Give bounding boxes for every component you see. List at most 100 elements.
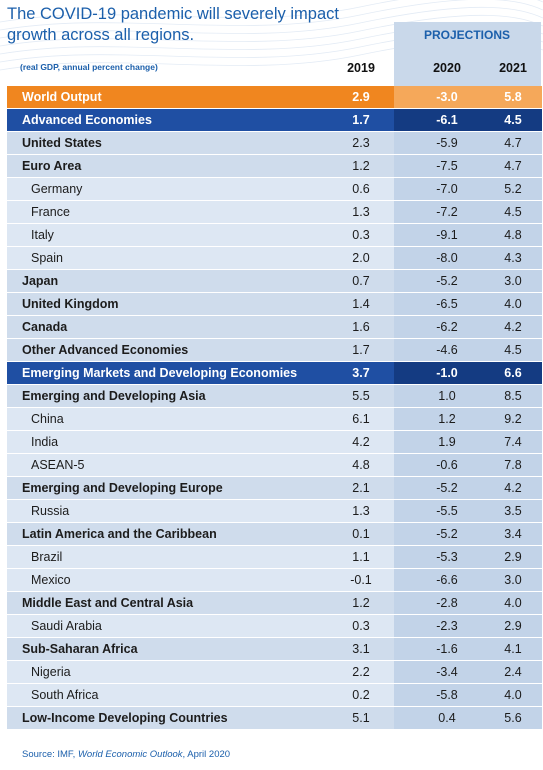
value-2019: 4.2 (352, 435, 370, 449)
table-row: Euro Area 1.2 -7.5 4.7 (7, 155, 542, 178)
title-line-2: growth across all regions. (7, 26, 195, 44)
value-2019: 0.7 (352, 274, 370, 288)
value-2021: 4.3 (504, 251, 522, 265)
page-title: The COVID-19 pandemic will severely impa… (7, 4, 397, 46)
row-background (7, 201, 394, 223)
row-projection-background (394, 431, 542, 453)
row-projection-background (394, 224, 542, 246)
row-label: Saudi Arabia (31, 619, 102, 633)
row-projection-background (394, 684, 542, 706)
value-2020: -0.6 (436, 458, 458, 472)
row-label: Euro Area (22, 159, 82, 173)
table-row: Brazil 1.1 -5.3 2.9 (7, 546, 542, 569)
table-row: Saudi Arabia 0.3 -2.3 2.9 (7, 615, 542, 638)
value-2021: 4.0 (504, 596, 522, 610)
table-row: ASEAN-5 4.8 -0.6 7.8 (7, 454, 542, 477)
row-projection-background (394, 661, 542, 683)
row-label: Low-Income Developing Countries (22, 711, 228, 725)
value-2021: 3.4 (504, 527, 522, 541)
value-2020: -5.8 (436, 688, 458, 702)
value-2019: 2.3 (352, 136, 370, 150)
value-2019: 1.3 (352, 205, 370, 219)
year-header-2020: 2020 (433, 61, 461, 75)
row-projection-background (394, 178, 542, 200)
value-2020: -5.2 (436, 274, 458, 288)
row-label: Italy (31, 228, 54, 242)
row-label: United States (22, 136, 102, 150)
value-2020: -5.9 (436, 136, 458, 150)
source-publication: World Economic Outlook (77, 749, 183, 760)
row-projection-background (394, 707, 542, 729)
value-2020: -2.3 (436, 619, 458, 633)
value-2020: 1.2 (438, 412, 456, 426)
table-row: India 4.2 1.9 7.4 (7, 431, 542, 454)
value-2020: -9.1 (436, 228, 458, 242)
row-projection-background (394, 477, 542, 499)
value-2020: -1.6 (436, 642, 458, 656)
row-projection-background (394, 339, 542, 361)
value-2019: 2.1 (352, 481, 370, 495)
row-background (7, 661, 394, 683)
value-2020: -6.1 (436, 113, 458, 127)
row-projection-background (394, 546, 542, 568)
row-label: Sub-Saharan Africa (22, 642, 138, 656)
value-2019: 1.2 (352, 159, 370, 173)
value-2021: 4.5 (504, 113, 522, 127)
row-label: China (31, 412, 64, 426)
row-background (7, 477, 394, 499)
value-2021: 3.0 (504, 573, 522, 587)
row-background (7, 132, 394, 154)
value-2021: 4.8 (504, 228, 522, 242)
row-background (7, 178, 394, 200)
value-2021: 4.0 (504, 688, 522, 702)
value-2020: -4.6 (436, 343, 458, 357)
row-label: Germany (31, 182, 83, 196)
value-2020: -6.5 (436, 297, 458, 311)
row-projection-background (394, 293, 542, 315)
row-background (7, 385, 394, 407)
row-projection-background (394, 86, 542, 108)
value-2019: 1.2 (352, 596, 370, 610)
table-row: China 6.1 1.2 9.2 (7, 408, 542, 431)
row-background (7, 592, 394, 614)
row-background (7, 707, 394, 729)
row-label: Brazil (31, 550, 63, 564)
value-2019: 0.1 (352, 527, 370, 541)
value-2021: 5.6 (504, 711, 522, 725)
wave-background-decoration (0, 0, 543, 71)
value-2019: 1.4 (352, 297, 370, 311)
row-background (7, 431, 394, 453)
row-projection-background (394, 201, 542, 223)
value-2019: 3.7 (352, 366, 370, 380)
value-2019: 2.9 (352, 90, 370, 104)
value-2019: 1.7 (352, 343, 370, 357)
row-background (7, 638, 394, 660)
value-2020: -7.2 (436, 205, 458, 219)
value-2019: 0.3 (352, 619, 370, 633)
value-2019: 0.3 (352, 228, 370, 242)
value-2020: -5.2 (436, 481, 458, 495)
row-label: France (31, 205, 70, 219)
table-row: Mexico -0.1 -6.6 3.0 (7, 569, 542, 592)
table-row: Japan 0.7 -5.2 3.0 (7, 270, 542, 293)
table-row: South Africa 0.2 -5.8 4.0 (7, 684, 542, 707)
source-suffix: , April 2020 (182, 749, 231, 760)
table-row: Advanced Economies 1.7 -6.1 4.5 (7, 109, 542, 132)
year-header-2021: 2021 (499, 61, 527, 75)
table-row: Emerging and Developing Asia 5.5 1.0 8.5 (7, 385, 542, 408)
value-2021: 7.8 (504, 458, 522, 472)
row-background (7, 224, 394, 246)
row-projection-background (394, 408, 542, 430)
row-label: Advanced Economies (22, 113, 152, 127)
row-projection-background (394, 454, 542, 476)
row-background (7, 500, 394, 522)
row-label: Russia (31, 504, 70, 518)
source-note: Source: IMF, World Economic Outlook, Apr… (22, 749, 230, 760)
row-background (7, 339, 394, 361)
row-label: Emerging and Developing Europe (22, 481, 223, 495)
row-projection-background (394, 615, 542, 637)
row-background (7, 247, 394, 269)
value-2021: 4.5 (504, 343, 522, 357)
row-background (7, 615, 394, 637)
